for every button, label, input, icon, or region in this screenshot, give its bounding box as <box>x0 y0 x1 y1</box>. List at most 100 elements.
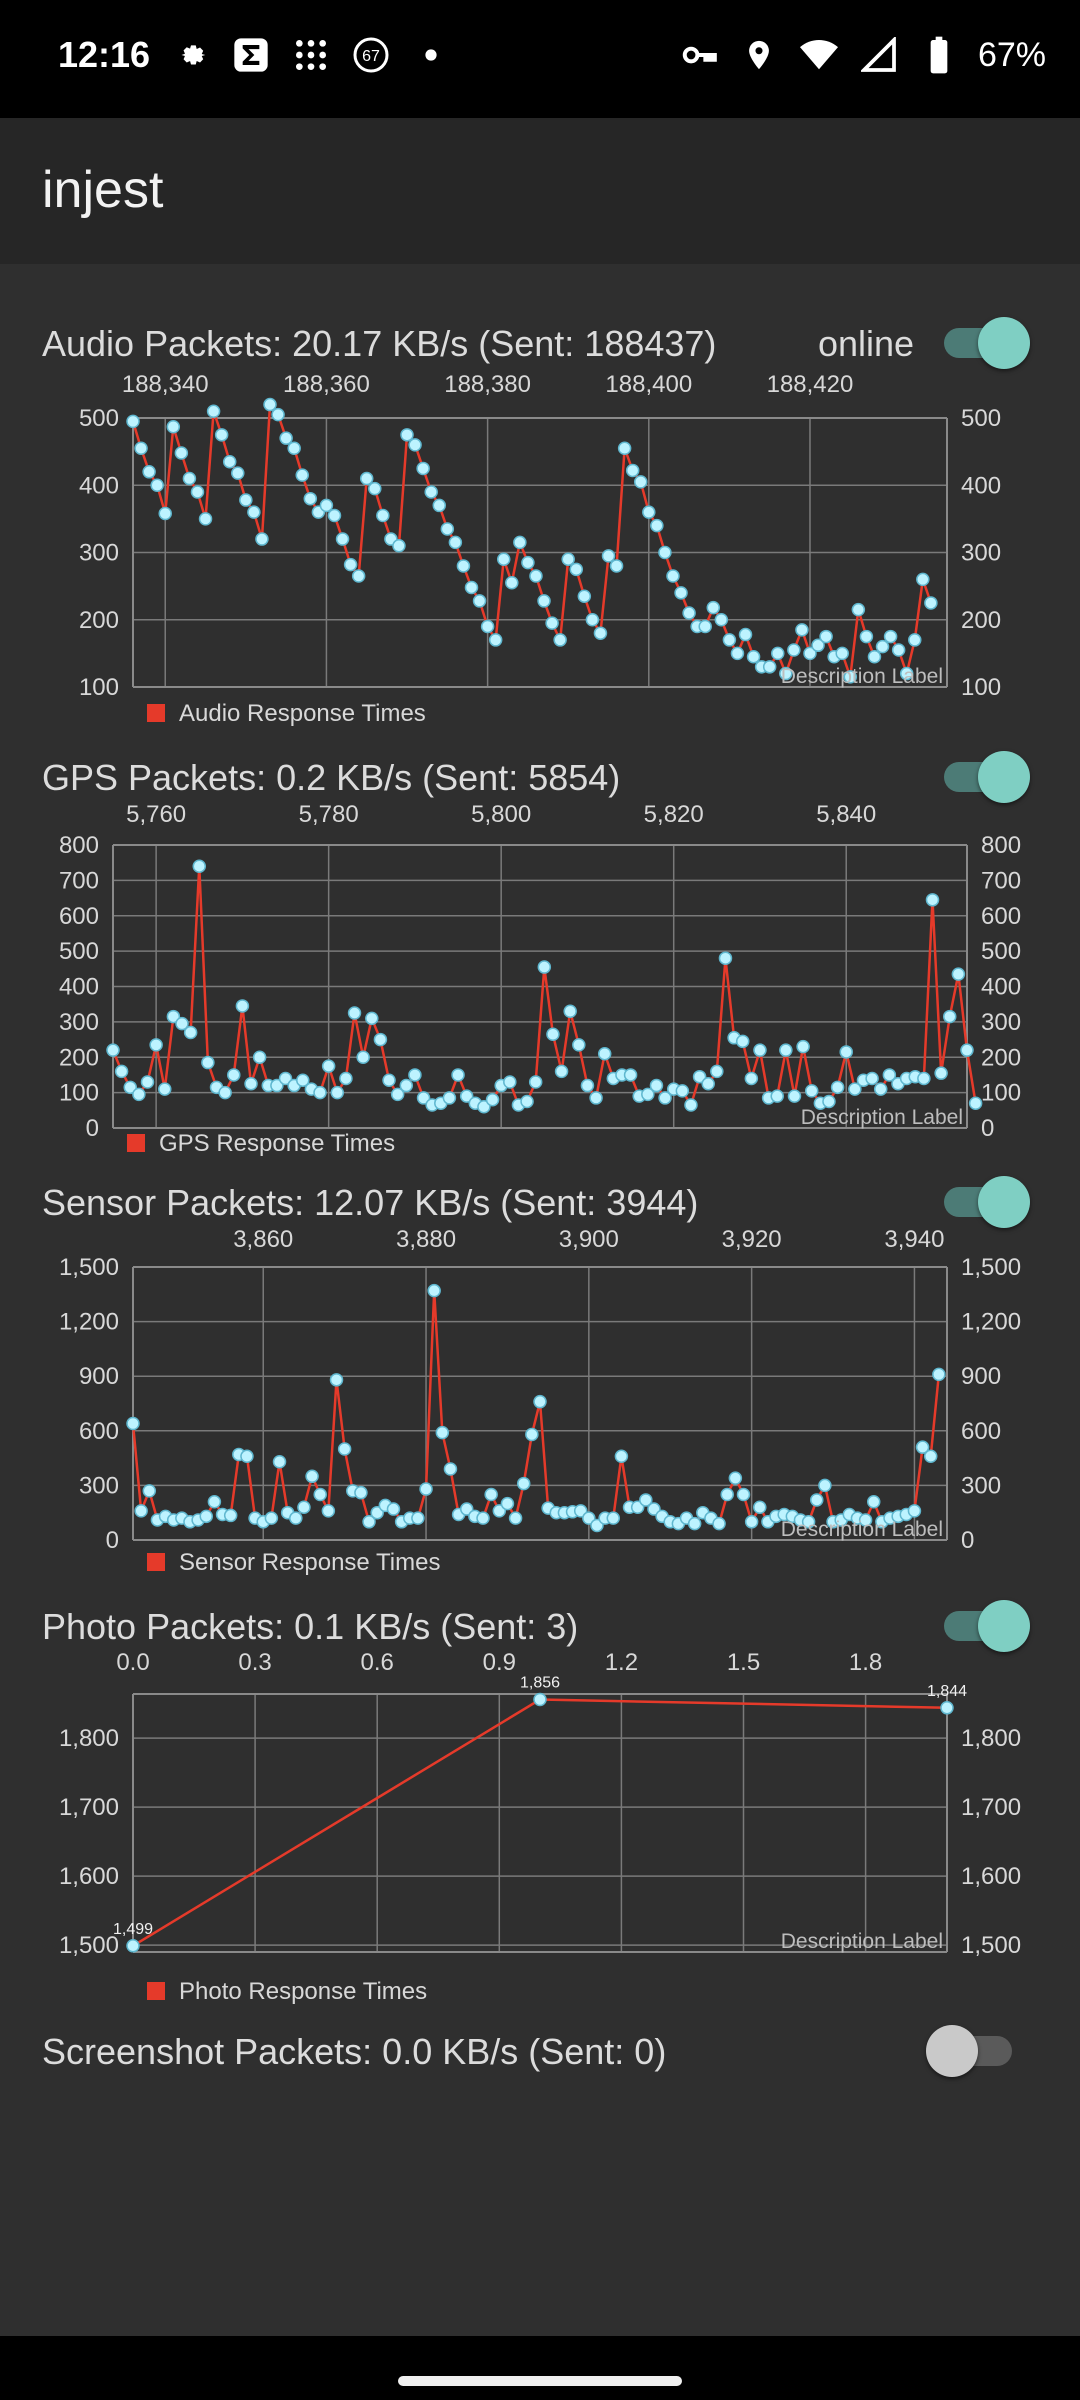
data-point <box>728 1471 743 1485</box>
data-point <box>252 1050 267 1064</box>
description-label: Description Label <box>781 1518 943 1541</box>
data-point <box>480 619 495 634</box>
data-point <box>440 522 455 536</box>
data-point <box>525 1427 539 1442</box>
data-point <box>811 638 825 653</box>
data-point <box>134 441 148 456</box>
data-point <box>166 1009 181 1024</box>
y-tick-label-right: 1,500 <box>961 1254 1021 1281</box>
data-point <box>516 1476 531 1491</box>
data-point <box>227 1068 241 1082</box>
data-point <box>521 555 535 570</box>
y-tick-label-left: 200 <box>59 1044 99 1071</box>
data-point <box>674 586 688 600</box>
data-point-label: 1,499 <box>113 1921 153 1938</box>
x-tick-label: 5,840 <box>816 801 876 828</box>
data-point <box>297 1500 311 1514</box>
data-point <box>327 508 342 523</box>
data-point <box>822 1094 836 1109</box>
y-tick-label-left: 0 <box>106 1527 119 1554</box>
y-tick-label-right: 0 <box>981 1115 994 1142</box>
data-point <box>839 1045 853 1059</box>
data-point <box>779 666 793 681</box>
status-time: 12:16 <box>58 34 151 75</box>
data-point <box>572 1038 586 1052</box>
data-point <box>735 1034 750 1049</box>
data-point <box>968 1096 983 1110</box>
data-point <box>477 1100 491 1114</box>
data-point <box>513 535 527 550</box>
y-tick-label-left: 600 <box>59 903 99 930</box>
data-point <box>356 1050 370 1064</box>
y-tick-label-left: 500 <box>59 938 99 965</box>
home-gesture-handle[interactable] <box>398 2376 682 2386</box>
sensor-response-chart[interactable]: 0 0 300 300 600 600 900 900 1,200 1,200 1,500 1,500… <box>0 1225 1080 1595</box>
data-point <box>639 1493 653 1507</box>
audio-section-title: Audio Packets: 20.17 KB/s (Sent: 188437) <box>42 323 717 364</box>
x-tick-label: 188,420 <box>767 371 854 398</box>
data-point <box>351 569 366 583</box>
data-point <box>368 481 382 496</box>
description-label: Description Label <box>801 1106 963 1129</box>
location-icon <box>738 34 780 76</box>
data-point <box>443 1462 458 1476</box>
x-tick-label: 5,760 <box>126 801 186 828</box>
y-tick-label-right: 100 <box>981 1080 1021 1107</box>
y-tick-label-right: 0 <box>961 1527 974 1554</box>
data-point <box>593 626 608 640</box>
data-point <box>818 1478 832 1493</box>
data-point <box>303 491 318 506</box>
data-point <box>787 643 801 657</box>
description-label: Description Label <box>781 1930 943 1953</box>
data-point <box>658 545 672 560</box>
photo-section-title: Photo Packets: 0.1 KB/s (Sent: 3) <box>42 1606 579 1647</box>
data-point <box>714 613 729 627</box>
data-point <box>804 1084 819 1098</box>
x-tick-label: 5,820 <box>644 801 704 828</box>
y-tick-label-left: 1,600 <box>59 1863 119 1890</box>
y-tick-label-left: 900 <box>79 1363 119 1390</box>
data-point <box>174 446 189 460</box>
data-point <box>633 475 648 489</box>
data-point <box>796 1039 810 1054</box>
audio-toggle[interactable] <box>938 313 1030 373</box>
data-point <box>625 463 640 478</box>
data-point <box>419 1482 433 1496</box>
data-point <box>199 1509 214 1524</box>
data-point <box>701 1077 715 1091</box>
key-icon <box>678 34 720 76</box>
data-point <box>231 466 245 480</box>
x-tick-label: 188,360 <box>283 371 370 398</box>
legend-swatch <box>147 1982 165 2000</box>
y-tick-label-right: 600 <box>981 903 1021 930</box>
gps-response-chart[interactable]: 0 0 100 100 200 200 300 300 400 400 500 500 600 600 70… <box>0 800 1080 1170</box>
y-tick-label-left: 800 <box>59 832 99 859</box>
app-title: injest <box>42 161 164 219</box>
data-point <box>960 1043 974 1057</box>
photo-toggle[interactable] <box>938 1596 1030 1656</box>
sensor-toggle[interactable] <box>938 1172 1030 1232</box>
data-point <box>359 471 374 486</box>
data-point <box>223 1508 238 1523</box>
data-point <box>873 1082 888 1096</box>
data-point <box>183 1025 198 1040</box>
x-tick-label: 188,400 <box>605 371 692 398</box>
screenshot-toggle[interactable] <box>926 2021 1018 2081</box>
data-point <box>738 627 753 642</box>
data-point <box>390 1087 405 1102</box>
y-tick-label-left: 0 <box>86 1115 99 1142</box>
gps-toggle[interactable] <box>938 747 1030 807</box>
data-point <box>239 493 253 507</box>
app-bar: injest <box>0 118 1080 264</box>
data-point <box>617 441 632 456</box>
data-point <box>264 1511 279 1525</box>
data-point <box>472 594 487 608</box>
data-point <box>142 465 156 479</box>
data-point <box>553 633 567 647</box>
data-point <box>609 559 624 573</box>
data-point <box>706 600 721 615</box>
photo-response-chart[interactable]: 1,500 1,500 1,600 1,600 1,700 1,700 1,800 1,800… <box>0 1650 1080 2020</box>
data-point <box>206 404 221 419</box>
series-line <box>131 1290 941 1528</box>
